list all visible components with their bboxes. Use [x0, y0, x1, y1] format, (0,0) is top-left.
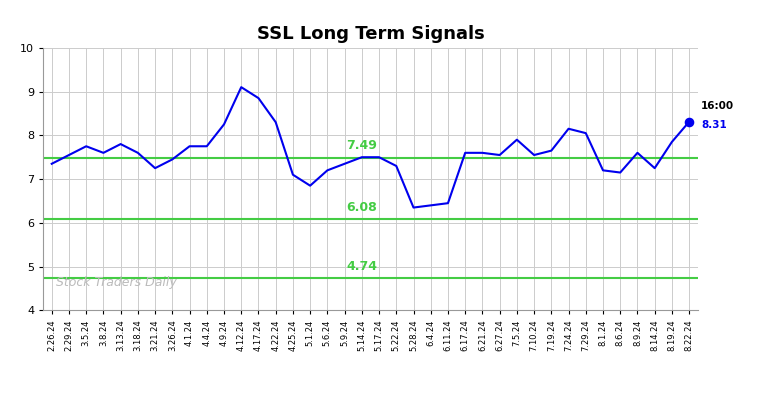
Text: 8.31: 8.31 — [701, 120, 727, 130]
Text: 16:00: 16:00 — [701, 101, 734, 111]
Text: 6.08: 6.08 — [347, 201, 377, 214]
Text: Stock Traders Daily: Stock Traders Daily — [56, 277, 177, 289]
Title: SSL Long Term Signals: SSL Long Term Signals — [256, 25, 485, 43]
Text: 7.49: 7.49 — [347, 139, 377, 152]
Point — [683, 119, 695, 125]
Text: 4.74: 4.74 — [347, 260, 377, 273]
